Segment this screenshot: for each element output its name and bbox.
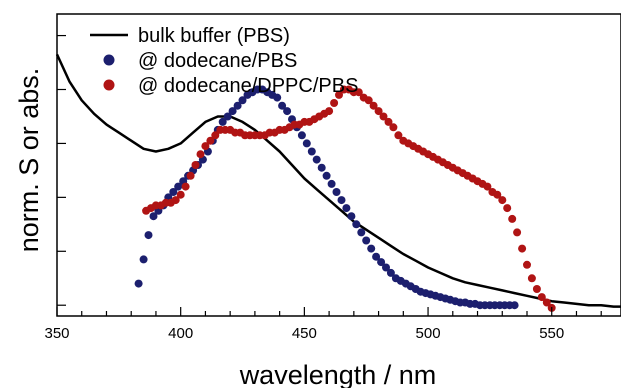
data-point [169,188,178,196]
data-point [342,204,351,213]
legend-item-2: @ dodecane/PBS [103,50,297,72]
data-point [354,88,363,97]
data-point [139,255,148,264]
series-line [55,53,621,308]
plot-frame [56,13,621,317]
data-point [325,107,334,116]
data-point [223,112,232,121]
plot-series-layer [55,53,621,312]
data-point [330,99,339,107]
data-point [218,117,227,126]
data-point [283,107,292,116]
x-tick-label: 550 [539,325,564,342]
data-point [493,190,502,199]
data-point [191,161,200,169]
data-point [527,274,536,283]
data-point [278,101,287,110]
data-point [337,196,346,205]
data-point [483,182,492,191]
legend: bulk buffer (PBS) @ dodecane/PBS @ dodecan… [90,25,358,97]
data-point [377,258,386,267]
legend-marker-swatch [103,54,115,66]
x-axis-title: wavelength / nm [239,360,437,388]
data-point [332,188,341,196]
data-point [394,131,403,140]
data-point [196,150,205,159]
data-point [542,298,551,307]
data-point [206,136,215,145]
axes-layer: 350 400 450 500 550 [44,13,621,342]
data-point [384,117,393,126]
data-point [503,204,512,213]
data-point [312,155,321,164]
data-point [307,147,316,156]
data-point [297,131,306,140]
legend-item-3: @ dodecane/DPPC/PBS [103,75,358,97]
legend-label: bulk buffer (PBS) [138,25,290,47]
x-tick-label: 350 [44,325,69,342]
data-point [369,101,378,110]
data-point [382,263,390,272]
data-point [367,244,376,253]
data-point [181,182,190,191]
data-point [386,268,395,277]
y-axis-title: norm. S or abs. [14,68,44,253]
data-point [362,236,371,245]
data-point [537,293,546,302]
data-point [498,196,507,205]
data-point [352,220,361,229]
data-point [322,171,331,180]
data-point [327,179,336,188]
series-3 [142,85,556,312]
data-point [186,171,195,180]
data-point [523,260,531,269]
data-point [389,123,398,132]
x-tick-label: 450 [292,325,317,342]
data-point [513,228,522,237]
legend-label: @ dodecane/DPPC/PBS [138,75,358,97]
data-point [508,214,517,223]
legend-item-1: bulk buffer (PBS) [90,25,290,47]
data-point [357,228,366,237]
legend-marker-swatch [103,79,115,91]
data-point [144,231,153,240]
data-point [335,90,343,99]
data-point [201,142,210,151]
data-point [149,212,158,221]
data-point [238,96,247,105]
data-point [510,301,519,310]
data-point [379,112,388,121]
x-tick-label: 400 [168,325,193,342]
data-point [211,131,220,140]
data-point [302,139,311,148]
data-point [228,107,237,116]
data-point [233,101,242,110]
data-point [347,212,356,221]
data-point [518,244,527,253]
data-point [317,163,326,172]
x-tick-label: 500 [416,325,441,342]
data-point [374,107,383,116]
series-1 [55,53,621,308]
legend-label: @ dodecane/PBS [138,50,297,72]
data-point [171,196,180,205]
data-point [174,182,183,191]
data-point [364,96,373,105]
data-point [532,285,541,293]
data-point [176,190,185,199]
data-point [134,279,143,288]
data-point [372,252,381,261]
data-point [273,93,282,102]
